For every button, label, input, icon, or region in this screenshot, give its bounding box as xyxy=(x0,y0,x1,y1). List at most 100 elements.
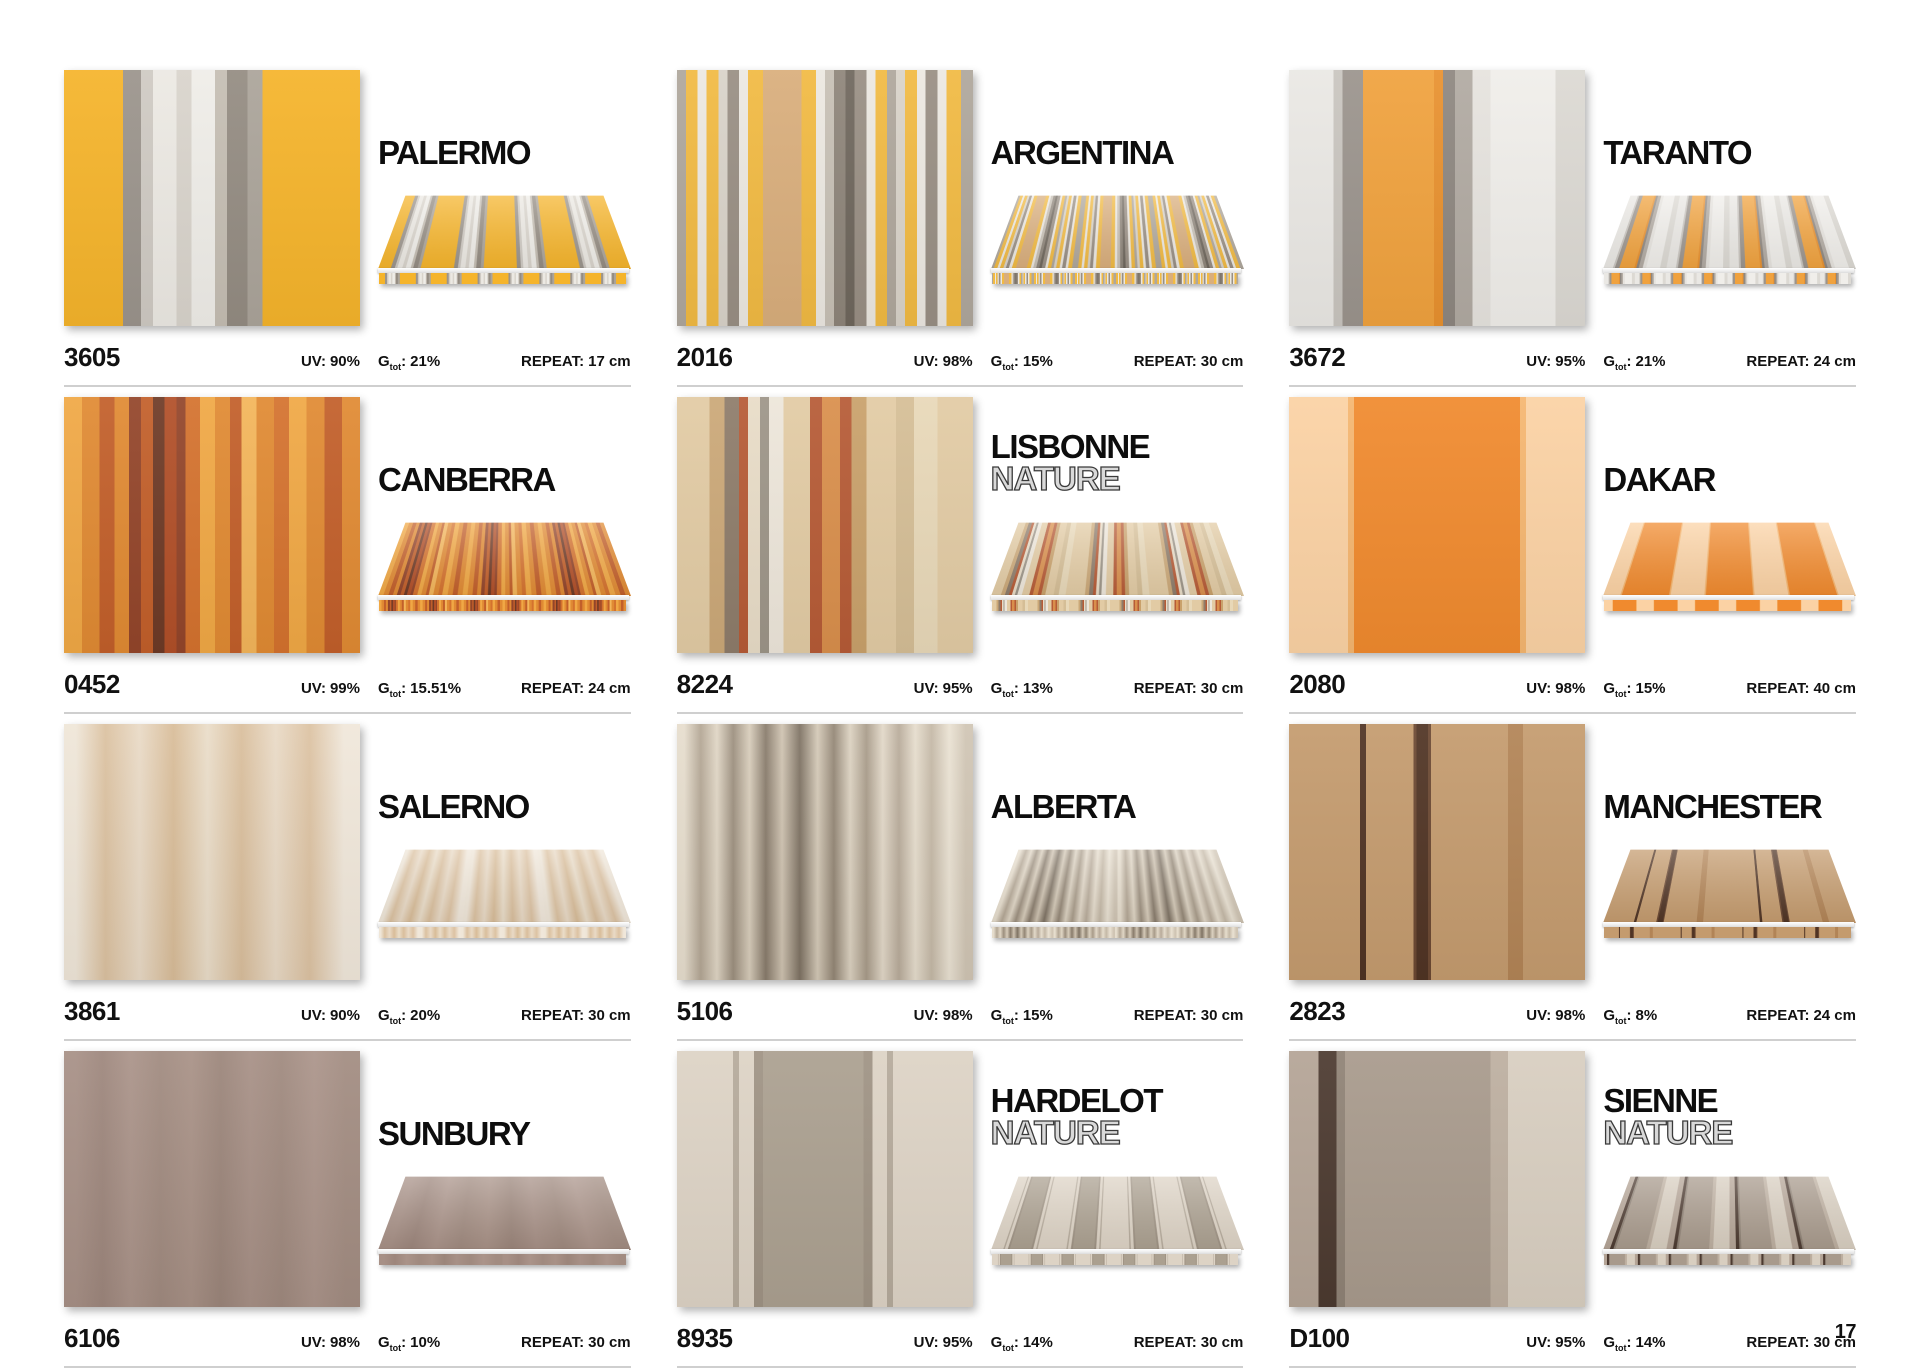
fabric-swatch xyxy=(64,724,360,980)
g-colon: : xyxy=(1013,1334,1019,1351)
product-right-column: LISBONNE NATURE xyxy=(990,397,1244,653)
g-label: G xyxy=(378,680,390,697)
product-code: 5106 xyxy=(676,996,733,1026)
fabric-swatch xyxy=(64,1051,360,1307)
product-info-right: Gtot: 14% REPEAT: 30 cm xyxy=(1603,1334,1856,1353)
product-info-right: Gtot: 15% REPEAT: 30 cm xyxy=(991,1007,1244,1026)
product-visual: ARGENTINA xyxy=(676,70,1244,326)
g-label: G xyxy=(1603,353,1615,370)
product-visual: PALERMO xyxy=(64,70,631,326)
uv-label: UV: xyxy=(913,1334,939,1351)
product-code: 2823 xyxy=(1289,996,1346,1026)
awning-valance xyxy=(379,600,626,611)
g-colon: : xyxy=(1013,353,1019,370)
repeat-label: REPEAT: xyxy=(521,1334,585,1351)
awning-preview xyxy=(378,178,631,284)
product-subname: NATURE xyxy=(990,459,1121,497)
awning-preview xyxy=(378,505,631,611)
product-code: 3605 xyxy=(64,342,120,372)
product-subname: NATURE xyxy=(990,1113,1121,1151)
g-stat: Gtot: 8% xyxy=(1603,1007,1657,1026)
product-right-column: PALERMO xyxy=(378,70,631,326)
product-info-right: Gtot: 10% REPEAT: 30 cm xyxy=(378,1334,631,1353)
g-label-sub: tot xyxy=(1615,689,1627,699)
awning-surface xyxy=(990,195,1244,269)
g-label-sub: tot xyxy=(389,1343,402,1353)
product-info-left: 5106 UV: 98% xyxy=(677,996,973,1027)
g-colon: : xyxy=(1626,1007,1632,1024)
repeat-value: 17 cm xyxy=(588,353,631,370)
product-right-column: SUNBURY xyxy=(378,1051,631,1307)
product-info-left: 8935 UV: 95% xyxy=(677,1323,973,1354)
g-label: G xyxy=(990,680,1003,697)
uv-value: 95% xyxy=(1555,1334,1586,1351)
awning-front-bar xyxy=(990,268,1242,273)
uv-stat: UV: 99% xyxy=(301,680,360,697)
product-right-column: CANBERRA xyxy=(378,397,631,653)
product-name: SIENNE xyxy=(1603,1082,1718,1120)
g-label-sub: tot xyxy=(1615,1343,1627,1353)
product-name: LISBONNE xyxy=(990,428,1151,466)
product-name-block: PALERMO xyxy=(378,86,631,168)
awning-front-bar xyxy=(378,268,629,273)
g-label-sub: tot xyxy=(1615,362,1627,372)
product-visual: CANBERRA xyxy=(64,397,631,653)
awning-surface xyxy=(378,849,631,923)
product-info-row: 3672 UV: 95% Gtot: 21% REPEAT: 24 cm xyxy=(1289,342,1856,387)
g-value: 21% xyxy=(1635,353,1666,370)
g-value: 15% xyxy=(1635,680,1666,697)
product-code: D100 xyxy=(1289,1323,1350,1353)
product-right-column: HARDELOT NATURE xyxy=(990,1051,1244,1307)
product-info-right: Gtot: 21% REPEAT: 17 cm xyxy=(378,353,631,372)
product-name-block: ALBERTA xyxy=(991,740,1244,822)
product-name: DAKAR xyxy=(1603,460,1716,498)
g-colon: : xyxy=(401,1334,407,1351)
repeat-value: 24 cm xyxy=(1813,1007,1856,1024)
g-stat: Gtot: 10% xyxy=(378,1334,440,1353)
g-stat: Gtot: 14% xyxy=(991,1334,1053,1353)
awning-front-bar xyxy=(378,922,629,927)
repeat-value: 30 cm xyxy=(1200,1334,1244,1351)
awning-valance xyxy=(1604,927,1851,938)
g-label-sub: tot xyxy=(389,689,402,699)
awning-front-bar xyxy=(1603,922,1854,927)
g-value: 14% xyxy=(1635,1334,1666,1351)
awning-valance xyxy=(991,273,1239,284)
awning-preview xyxy=(1603,1159,1856,1265)
awning-front-bar xyxy=(1603,268,1854,273)
awning-preview xyxy=(378,1159,631,1265)
product-card: MANCHESTER 2823 UV: 98% Gtot: 8% REPEAT: 24… xyxy=(1289,724,1856,1041)
fabric-swatch xyxy=(1289,724,1586,980)
uv-stat: UV: 90% xyxy=(301,353,360,370)
g-colon: : xyxy=(1626,680,1632,697)
awning-valance xyxy=(1604,600,1851,611)
g-label: G xyxy=(990,1334,1003,1351)
uv-stat: UV: 98% xyxy=(1526,680,1585,697)
product-info-row: 5106 UV: 98% Gtot: 15% REPEAT: 30 cm xyxy=(676,996,1244,1041)
uv-value: 95% xyxy=(942,680,973,697)
repeat-stat: REPEAT: 30 cm xyxy=(1134,353,1244,370)
product-info-row: 6106 UV: 98% Gtot: 10% REPEAT: 30 cm xyxy=(64,1323,631,1368)
g-colon: : xyxy=(401,353,407,370)
g-value: 21% xyxy=(410,353,441,370)
repeat-label: REPEAT: xyxy=(1133,1007,1197,1024)
g-stat: Gtot: 13% xyxy=(991,680,1053,699)
uv-value: 90% xyxy=(329,353,360,370)
uv-stat: UV: 98% xyxy=(301,1334,360,1351)
uv-value: 95% xyxy=(942,1334,973,1351)
awning-surface xyxy=(1603,1176,1856,1250)
repeat-value: 30 cm xyxy=(1200,353,1244,370)
product-info-left: 6106 UV: 98% xyxy=(64,1323,360,1354)
repeat-label: REPEAT: xyxy=(1133,353,1197,370)
awning-front-bar xyxy=(990,922,1242,927)
product-right-column: SIENNE NATURE xyxy=(1603,1051,1856,1307)
uv-label: UV: xyxy=(1526,680,1552,697)
awning-surface xyxy=(378,195,631,269)
product-code: 6106 xyxy=(64,1323,120,1353)
product-card: SALERNO 3861 UV: 90% Gtot: 20% REPEAT: 30 c… xyxy=(64,724,631,1041)
product-name-block: CANBERRA xyxy=(378,413,631,495)
awning-surface xyxy=(1603,522,1856,596)
uv-stat: UV: 95% xyxy=(1526,1334,1585,1351)
g-colon: : xyxy=(1013,680,1019,697)
